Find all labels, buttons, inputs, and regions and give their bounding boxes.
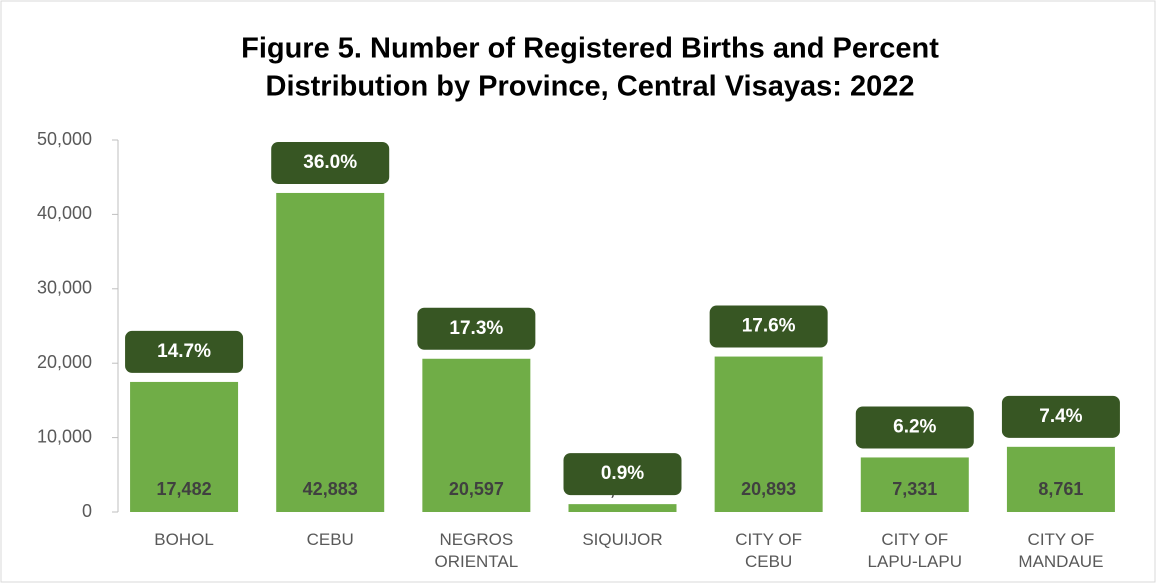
y-tick-label: 0 [82, 501, 92, 521]
share-label: 17.3% [449, 318, 503, 339]
value-label: 17,482 [157, 479, 212, 499]
chart-title: Distribution by Province, Central Visaya… [266, 71, 915, 103]
value-label: 7,331 [892, 479, 937, 499]
bar [860, 457, 969, 512]
y-tick-label: 50,000 [37, 129, 92, 149]
bar [568, 504, 677, 512]
share-label: 7.4% [1039, 406, 1082, 427]
value-label: 42,883 [303, 479, 358, 499]
x-tick-label: CITY OF CEBU [735, 530, 802, 571]
x-tick-label: CITY OF LAPU-LAPU [868, 530, 962, 571]
share-box [125, 330, 244, 373]
share-box [563, 453, 682, 496]
value-label: 20,893 [741, 479, 796, 499]
x-tick-label: SIQUIJOR [582, 530, 662, 549]
value-label: 8,761 [1038, 479, 1083, 499]
bar [714, 356, 823, 512]
share-label: 0.9% [601, 463, 644, 484]
y-tick-label: 10,000 [37, 426, 92, 446]
x-tick-label: BOHOL [154, 530, 214, 549]
y-tick-label: 20,000 [37, 352, 92, 372]
y-tick-label: 40,000 [37, 203, 92, 223]
x-tick-label: CITY OF MANDAUE [1018, 530, 1103, 571]
share-box [709, 305, 828, 348]
share-label: 6.2% [893, 416, 936, 437]
x-tick-label: CEBU [307, 530, 354, 549]
share-label: 14.7% [157, 341, 211, 362]
share-box [855, 406, 974, 449]
bar [276, 192, 385, 512]
bar [130, 381, 239, 512]
y-tick-label: 30,000 [37, 278, 92, 298]
share-label: 17.6% [742, 316, 796, 337]
share-box [1001, 395, 1120, 438]
value-label: 20,597 [449, 479, 504, 499]
bar [422, 358, 531, 512]
share-box [271, 141, 390, 184]
chart-title: Figure 5. Number of Registered Births an… [241, 33, 939, 65]
share-box [417, 307, 536, 350]
x-tick-label: NEGROS ORIENTAL [434, 530, 518, 571]
share-label: 36.0% [303, 152, 357, 173]
bar [1006, 446, 1115, 512]
